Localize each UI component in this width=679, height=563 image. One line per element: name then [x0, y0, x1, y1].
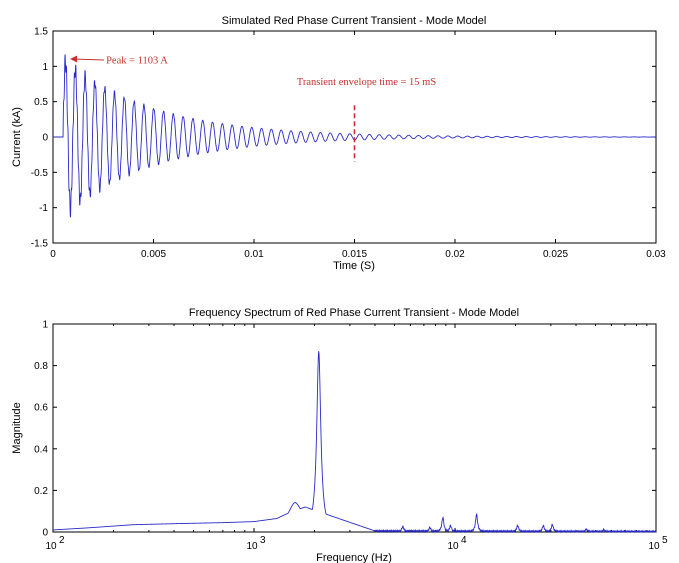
y-tick-label: 0	[42, 528, 48, 539]
spectrum-plot: Frequency Spectrum of Red Phase Current …	[11, 307, 668, 563]
x-tick-label: 0.015	[342, 249, 367, 260]
y-tick-label: 0.8	[34, 361, 48, 372]
transient-envelope-label: Transient envelope time = 15 mS	[297, 77, 437, 88]
y-tick-label: 0	[42, 133, 48, 144]
time-plot-y-axis-label: Current (kA)	[11, 107, 23, 167]
x-tick-exponent: 3	[260, 535, 266, 546]
time-plot-x-ticks: 0 0.005 0.01 0.015 0.02 0.025 0.03	[50, 31, 666, 260]
frequency-spectrum-series	[52, 351, 657, 534]
y-tick-label: -1.5	[31, 239, 49, 250]
spectrum-plot-y-ticks: 0 0.2 0.4 0.6 0.8 1	[34, 320, 656, 539]
x-tick-label: 0.005	[141, 249, 166, 260]
time-plot-x-axis-label: Time (S)	[333, 260, 375, 272]
spectrum-plot-axes-box	[52, 323, 657, 533]
y-tick-label: 0.2	[34, 486, 48, 497]
x-tick-label: 0.03	[646, 249, 666, 260]
y-tick-label: 0.5	[34, 97, 48, 108]
x-tick-label: 0.02	[445, 249, 465, 260]
time-plot: Simulated Red Phase Current Transient - …	[11, 15, 666, 272]
x-tick-exponent: 2	[59, 535, 65, 546]
x-tick-label: 0.025	[543, 249, 568, 260]
x-tick-label: 10	[246, 541, 258, 552]
x-tick-label: 10	[447, 541, 459, 552]
spectrum-plot-y-axis-label: Magnitude	[11, 402, 23, 453]
spectrum-plot-title: Frequency Spectrum of Red Phase Current …	[189, 307, 519, 319]
y-tick-label: 0.4	[34, 444, 48, 455]
x-tick-label: 10	[648, 541, 660, 552]
peak-arrow-head	[70, 55, 78, 63]
y-tick-label: -1	[39, 203, 48, 214]
peak-arrow-line	[72, 58, 105, 61]
x-tick-label: 10	[45, 541, 57, 552]
y-tick-label: 1	[42, 62, 48, 73]
time-plot-y-ticks: -1.5 -1 -0.5 0 0.5 1 1.5	[31, 27, 656, 250]
x-tick-label: 0	[50, 249, 56, 260]
spectrum-plot-x-axis-label: Frequency (Hz)	[316, 552, 392, 563]
time-plot-title: Simulated Red Phase Current Transient - …	[222, 15, 487, 27]
y-tick-label: 1	[42, 320, 48, 331]
x-tick-exponent: 5	[662, 535, 668, 546]
x-tick-exponent: 4	[461, 535, 467, 546]
y-tick-label: 0.6	[34, 403, 48, 414]
peak-annotation-label: Peak = 1103 A	[106, 56, 168, 67]
y-tick-label: -0.5	[31, 168, 49, 179]
y-tick-label: 1.5	[34, 27, 48, 38]
x-tick-label: 0.01	[244, 249, 264, 260]
